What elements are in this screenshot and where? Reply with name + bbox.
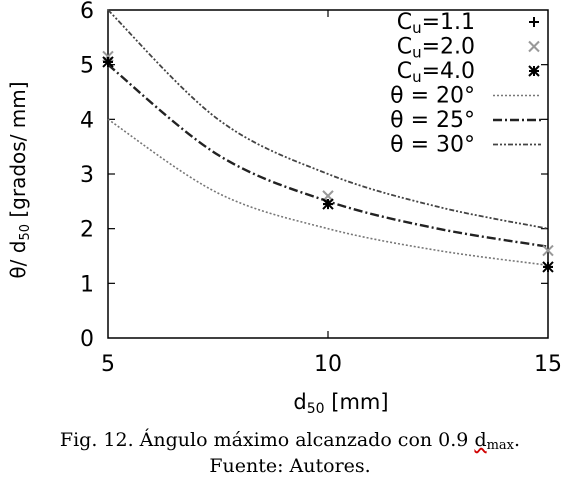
y-tick-label: 6 [80, 0, 94, 24]
markers [102, 50, 554, 273]
x-tick-label: 10 [314, 352, 342, 377]
legend-marker-cu-1 [529, 17, 539, 27]
axis-ticks: 0 1 2 3 4 5 6 5 10 15 [80, 0, 562, 377]
curve-theta-1 [107, 118, 549, 267]
legend: Cu=1.1Cu=2.0Cu=4.0θ = 20°θ = 25°θ = 30° [390, 10, 541, 158]
marker-cu-3 [102, 56, 114, 68]
x-axis-label: d50 [mm] [293, 390, 388, 417]
dmax-term: dmax [474, 429, 515, 453]
marker-cu-3 [542, 261, 554, 273]
y-axis-label: θ/ d50 [grados/ mm] [6, 81, 33, 278]
marker-cu-2 [542, 244, 554, 257]
y-tick-label: 1 [80, 272, 94, 297]
legend-label-theta-3: θ = 30° [390, 133, 475, 158]
marker-cu-2 [322, 190, 334, 202]
marker-cu-3 [322, 198, 334, 210]
y-tick-label: 2 [80, 218, 94, 243]
legend-marker-cu-3 [528, 65, 540, 77]
figure-source: Fuente: Autores. [209, 455, 371, 477]
legend-label-theta-2: θ = 25° [390, 108, 475, 133]
legend-label-theta-1: θ = 20° [390, 84, 475, 109]
y-tick-label: 4 [80, 108, 94, 133]
figure-caption: Fig. 12. Ángulo máximo alcanzado con 0.9… [59, 429, 521, 453]
y-tick-label: 3 [80, 163, 94, 188]
legend-label-cu-3: Cu=4.0 [397, 59, 475, 86]
curves [107, 9, 549, 267]
curve-theta-3 [107, 9, 549, 230]
legend-label-cu-2: Cu=2.0 [397, 35, 475, 62]
x-tick-label: 15 [534, 352, 562, 377]
y-tick-label: 0 [80, 327, 94, 352]
legend-label-cu-1: Cu=1.1 [397, 10, 475, 37]
y-tick-label: 5 [80, 54, 94, 79]
legend-marker-cu-2 [528, 40, 540, 53]
curve-theta-2 [107, 63, 549, 248]
x-tick-label: 5 [101, 352, 115, 377]
